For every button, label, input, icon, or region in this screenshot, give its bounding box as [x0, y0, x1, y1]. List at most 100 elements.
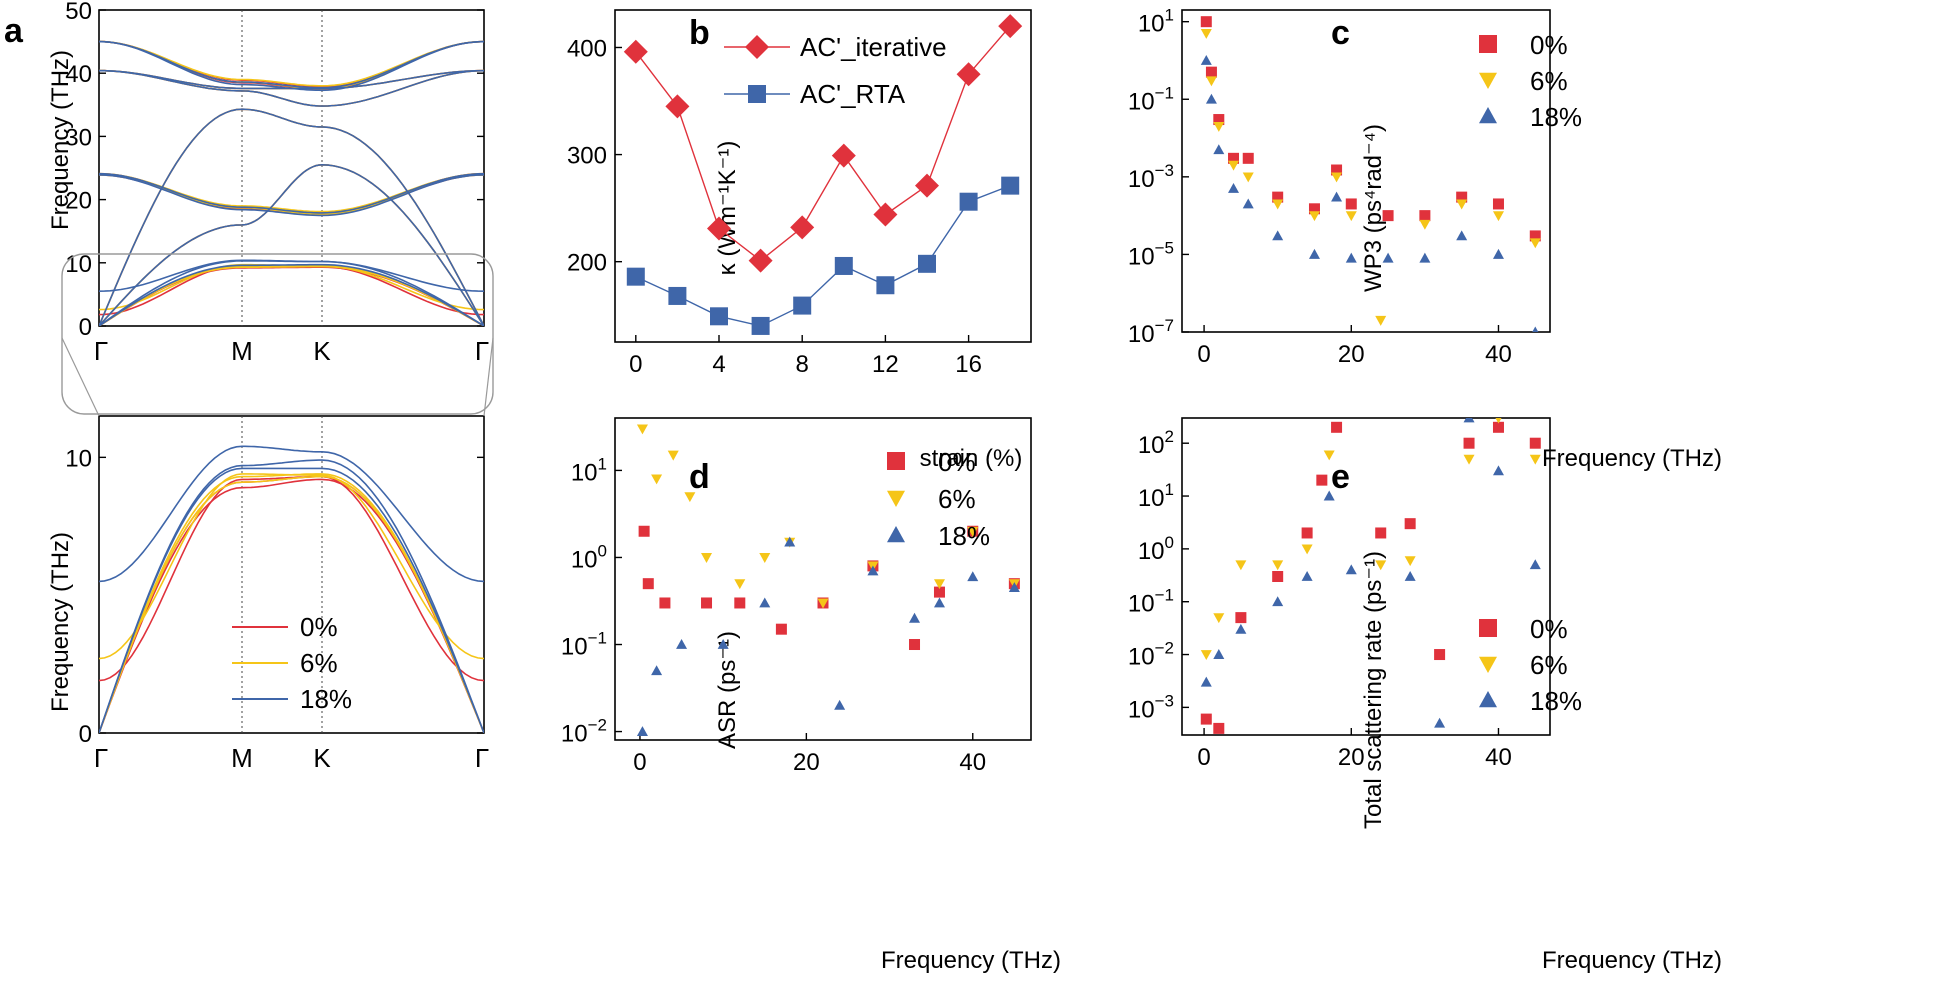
e-point-6pct-5	[1323, 450, 1335, 461]
e-point-6pct-6	[1375, 560, 1387, 571]
c-point-18pct-1	[1205, 93, 1217, 104]
b-iterative-marker-0	[623, 39, 648, 64]
e-legend-marker-2	[1479, 691, 1497, 708]
c-point-0pct-10	[1419, 210, 1431, 222]
c-point-6pct-13	[1529, 238, 1541, 249]
e-point-0pct-11	[1492, 421, 1504, 433]
e-point-18pct-6	[1345, 564, 1357, 575]
e-point-6pct-8	[1463, 454, 1475, 465]
c-point-18pct-6	[1308, 248, 1320, 259]
d-point-0pct-4	[734, 597, 746, 609]
b-series-line-1	[635, 184, 1011, 327]
a_zoom-group: 0 10 Γ M K Γ	[65, 415, 489, 773]
c-point-6pct-4	[1242, 172, 1254, 183]
c-point-6pct-1	[1205, 76, 1217, 87]
d-ytick-label-3: 101	[571, 454, 607, 486]
e-point-18pct-7	[1404, 571, 1416, 581]
c-point-0pct-6	[1308, 203, 1320, 215]
e-point-18pct-1	[1213, 649, 1225, 659]
d-point-18pct-2	[676, 639, 688, 649]
b-legend-marker-1	[748, 85, 766, 103]
a_zoom-band-18pct-0	[99, 467, 484, 733]
a_zoom-band-6pct-1	[99, 473, 484, 733]
a_zoom-frame	[98, 415, 485, 734]
e-point-0pct-3	[1272, 571, 1284, 582]
e-ytick-label-3: 100	[1138, 533, 1174, 565]
c-point-0pct-3	[1228, 152, 1240, 164]
c-xtick-label-0: 0	[1197, 341, 1210, 368]
c-point-6pct-9	[1375, 315, 1387, 326]
e-ytick-label-0: 10−3	[1128, 691, 1174, 723]
b-ytick-label-2: 400	[567, 35, 607, 62]
a_zoom-band-6pct-0	[99, 475, 484, 733]
zoom-region-box	[61, 253, 494, 415]
c-ytick-label-4: 101	[1138, 6, 1174, 38]
a-legend-label-1: 6%	[300, 648, 338, 678]
d-xtick-label-2: 40	[959, 749, 986, 776]
b-rta-marker-8	[959, 192, 978, 211]
d-legend-label-2: 18%	[938, 521, 990, 551]
c-point-0pct-1	[1205, 66, 1217, 78]
e-point-0pct-1	[1213, 722, 1225, 734]
c-point-6pct-10	[1419, 219, 1431, 230]
a-full-ylabel: Frequency (THz)	[47, 50, 74, 230]
d-point-0pct-0	[638, 525, 650, 537]
c-point-0pct-5	[1272, 191, 1284, 203]
e-point-0pct-9	[1434, 649, 1446, 661]
b-rta-marker-7	[918, 254, 936, 273]
a_full-kpoint-label-3: Γ	[475, 336, 489, 366]
b-rta-marker-5	[834, 256, 853, 275]
d-ytick-label-1: 10−1	[561, 629, 607, 661]
a_full-kpoint-label-1: M	[231, 336, 253, 366]
a_zoom-band-18pct-1	[99, 459, 484, 733]
a_full-band-18pct-5	[99, 174, 484, 217]
e-ytick-label-4: 101	[1138, 480, 1174, 512]
e-xtick-label-2: 40	[1485, 744, 1512, 771]
e-point-6pct-2	[1235, 560, 1247, 571]
c-point-18pct-12	[1492, 248, 1504, 259]
e-point-0pct-6	[1331, 421, 1343, 433]
d-point-18pct-8	[909, 612, 921, 623]
d-point-6pct-1	[651, 474, 663, 485]
e-xtick-label-1: 20	[1338, 744, 1365, 771]
c-point-18pct-10	[1419, 252, 1431, 263]
a-legend-label-2: 18%	[300, 684, 352, 714]
e-ytick-label-2: 10−1	[1128, 586, 1174, 618]
a_full-band-18pct-7	[99, 69, 484, 107]
d-point-0pct-9	[933, 586, 945, 598]
e-point-0pct-8	[1404, 518, 1416, 530]
d-point-18pct-6	[834, 699, 846, 710]
e-ytick-label-5: 102	[1138, 427, 1174, 459]
e-point-6pct-4	[1301, 544, 1313, 555]
c-point-6pct-0	[1200, 28, 1212, 39]
zoom-connector-right	[483, 337, 494, 417]
c-ytick-label-1: 10−5	[1128, 238, 1174, 270]
e-point-0pct-5	[1316, 474, 1328, 486]
e-point-0pct-4	[1301, 527, 1313, 539]
d-point-6pct-11	[967, 526, 979, 537]
a_full-band-6pct-10	[99, 40, 484, 87]
c-markers	[1200, 16, 1541, 332]
b-ylabel: κ (Wm⁻¹K⁻¹)	[714, 141, 741, 276]
e-point-0pct-0	[1200, 713, 1212, 725]
d-point-6pct-10	[933, 579, 945, 590]
c-point-0pct-11	[1456, 191, 1468, 203]
a_zoom-band-0pct-2	[99, 475, 484, 682]
d-point-18pct-7	[867, 565, 879, 576]
a_full-band-0pct-1	[99, 265, 484, 326]
c-point-6pct-7	[1331, 172, 1343, 183]
e-point-0pct-10	[1463, 437, 1475, 449]
d-point-0pct-1	[642, 578, 654, 590]
d-legend-marker-1	[887, 490, 905, 507]
a_full-ytick-label-3: 30	[65, 124, 92, 151]
d-point-18pct-1	[651, 665, 663, 676]
d-xtick-label-1: 20	[793, 749, 820, 776]
b-iterative-marker-3	[748, 248, 773, 273]
b-rta-marker-9	[1001, 176, 1020, 195]
e-point-6pct-0	[1200, 650, 1212, 661]
b-rta-marker-2	[710, 307, 728, 326]
d-point-6pct-2	[667, 450, 679, 461]
c-point-18pct-3	[1228, 183, 1240, 193]
b-rta-marker-4	[793, 296, 812, 315]
